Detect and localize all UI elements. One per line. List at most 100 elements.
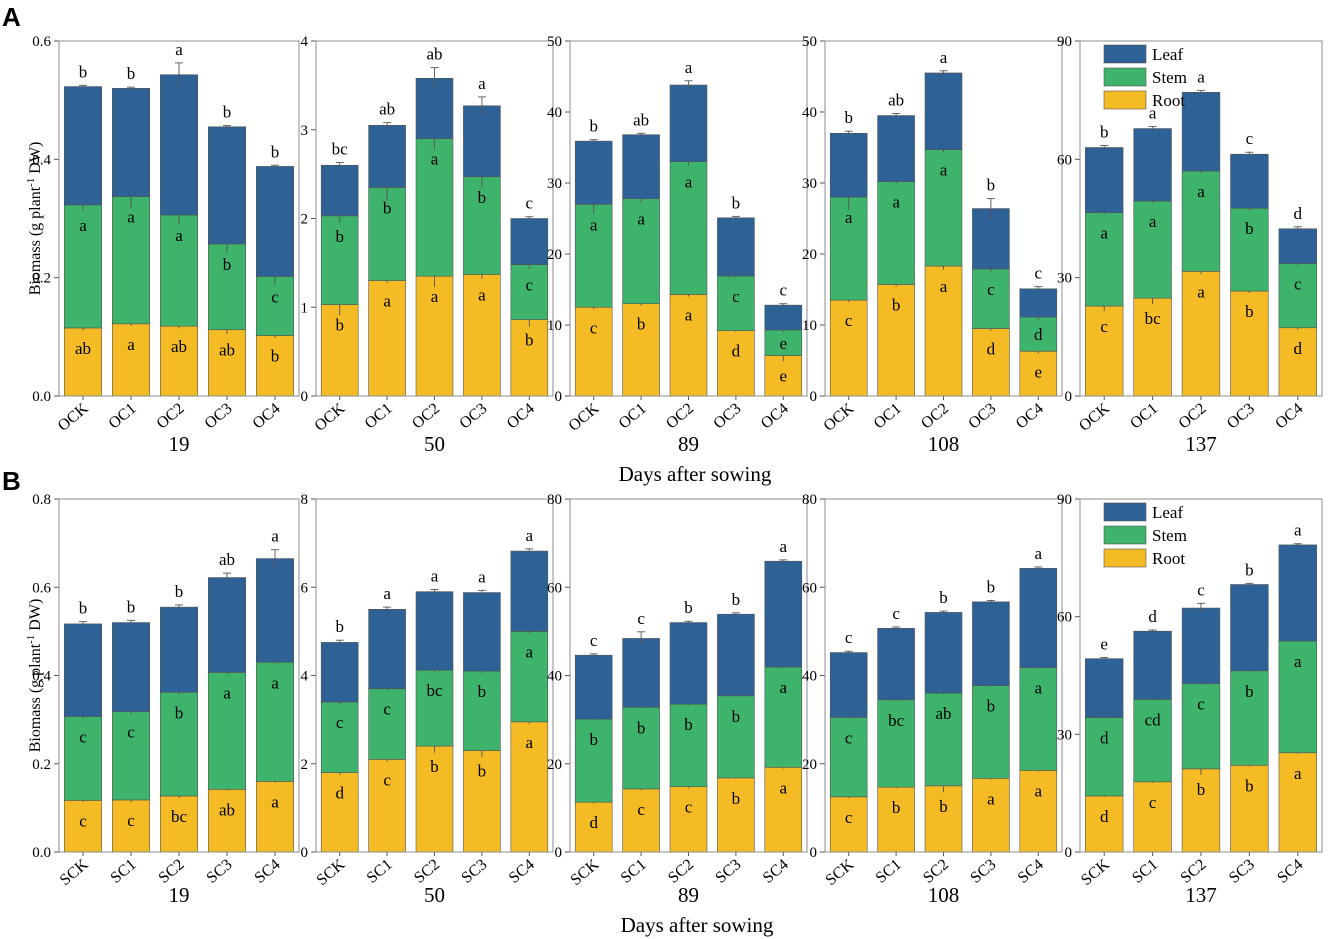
significance-letter: c — [271, 287, 279, 306]
bar-leaf-ock — [1085, 147, 1124, 213]
day-label: 108 — [928, 883, 960, 907]
day-label: 108 — [928, 432, 960, 456]
legend-label-stem: Stem — [1152, 526, 1187, 545]
significance-letter: b — [335, 617, 344, 636]
y-tick-label: 80 — [547, 492, 562, 508]
significance-letter: c — [127, 811, 135, 830]
legend-label-root: Root — [1152, 549, 1185, 568]
significance-letter: ab — [935, 704, 951, 723]
significance-letter: c — [127, 723, 135, 742]
bar-leaf-sc2 — [159, 606, 199, 693]
significance-letter: a — [1294, 764, 1302, 783]
bar-root-sc2 — [924, 785, 963, 853]
day-label: 50 — [424, 432, 445, 456]
bar-root-sc4 — [764, 766, 803, 853]
significance-letter: b — [478, 682, 487, 701]
significance-letter: d — [1148, 607, 1157, 626]
significance-letter: a — [685, 305, 693, 324]
significance-letter: a — [845, 208, 853, 227]
legend-label-root: Root — [1152, 91, 1185, 110]
y-tick-label: 0.6 — [32, 34, 51, 50]
bar-leaf-oc4 — [510, 218, 549, 265]
bar-leaf-sc3 — [717, 613, 755, 697]
bar-stem-sc2 — [924, 692, 963, 787]
bar-leaf-sc2 — [669, 622, 708, 705]
significance-letter: c — [1294, 274, 1302, 293]
significance-letter: c — [845, 808, 853, 827]
significance-letter: b — [271, 142, 280, 161]
significance-letter: b — [987, 697, 996, 716]
significance-letter: a — [1197, 182, 1205, 201]
day-label: 137 — [1185, 883, 1217, 907]
panel-label-b: B — [2, 466, 21, 496]
significance-letter: c — [336, 713, 344, 732]
y-tick-label: 0 — [1065, 845, 1073, 861]
significance-letter: d — [1100, 728, 1109, 747]
significance-letter: ab — [633, 110, 649, 129]
bar-root-oc2 — [415, 275, 454, 397]
significance-letter: b — [1245, 219, 1254, 238]
bar-leaf-sc3 — [972, 601, 1010, 686]
y-tick-label: 3 — [301, 123, 309, 139]
significance-letter: a — [478, 74, 486, 93]
significance-letter: a — [1294, 652, 1302, 671]
significance-letter: c — [892, 604, 900, 623]
significance-letter: a — [1035, 781, 1043, 800]
y-axis-title-b: Biomass (g plant-1 DW) — [25, 599, 44, 753]
y-tick-label: 0 — [1065, 389, 1073, 405]
x-tick-label: SC3 — [712, 856, 744, 887]
significance-letter: cd — [1145, 710, 1162, 729]
bar-stem-oc1 — [368, 187, 406, 281]
y-tick-label: 30 — [1057, 271, 1072, 287]
x-tick-label: SC1 — [364, 856, 396, 887]
significance-letter: c — [685, 798, 693, 817]
y-axis-title-text: Biomass (g plant — [27, 643, 44, 752]
bar-leaf-ock — [574, 140, 613, 205]
significance-letter: c — [79, 811, 87, 830]
significance-letter: a — [526, 526, 534, 545]
y-tick-label: 0 — [810, 845, 818, 861]
y-tick-label: 30 — [802, 176, 817, 192]
subplot-b-day-89: 020406080dbcSCKcbcSC1cbbSC2bbbSC3aaaSC48… — [547, 492, 808, 907]
significance-letter: c — [732, 287, 740, 306]
bar-root-sck — [63, 800, 103, 853]
bar-stem-oc2 — [669, 161, 708, 295]
significance-letter: a — [780, 778, 788, 797]
plot-frame — [58, 498, 300, 853]
significance-letter: c — [526, 276, 534, 295]
y-tick-label: 10 — [547, 318, 562, 334]
significance-letter: a — [1149, 104, 1157, 123]
x-tick-label: OCK — [311, 400, 348, 435]
y-axis-title-text: Biomass (g plant — [27, 186, 44, 295]
significance-letter: b — [79, 599, 88, 618]
bar-leaf-sc1 — [1133, 630, 1172, 700]
significance-letter: a — [478, 285, 486, 304]
bar-stem-sc4 — [1278, 640, 1317, 754]
significance-letter: c — [987, 280, 995, 299]
bar-leaf-oc4 — [1278, 228, 1317, 264]
bar-stem-sc1 — [622, 706, 660, 790]
significance-letter: a — [526, 642, 534, 661]
bar-stem-sc3 — [972, 685, 1010, 779]
bar-stem-oc2 — [415, 138, 454, 277]
bar-root-ock — [829, 299, 868, 397]
significance-letter: b — [127, 597, 136, 616]
bar-stem-oc1 — [111, 196, 151, 325]
day-label: 50 — [424, 883, 445, 907]
significance-letter: ab — [219, 800, 235, 819]
significance-letter: a — [79, 216, 87, 235]
bar-root-oc4 — [510, 319, 549, 397]
y-tick-label: 30 — [547, 176, 562, 192]
significance-letter: b — [430, 757, 439, 776]
bar-leaf-oc1 — [368, 125, 406, 188]
significance-letter: a — [478, 567, 486, 586]
bar-leaf-sc3 — [463, 592, 501, 672]
y-axis-title-superscript: -1 — [25, 635, 37, 644]
x-tick-label: OC3 — [201, 400, 235, 432]
significance-letter: b — [684, 715, 693, 734]
y-tick-label: 20 — [802, 757, 817, 773]
plot-frame — [58, 40, 300, 397]
bar-stem-sc2 — [1181, 683, 1221, 770]
x-tick-label: SC4 — [760, 856, 792, 887]
